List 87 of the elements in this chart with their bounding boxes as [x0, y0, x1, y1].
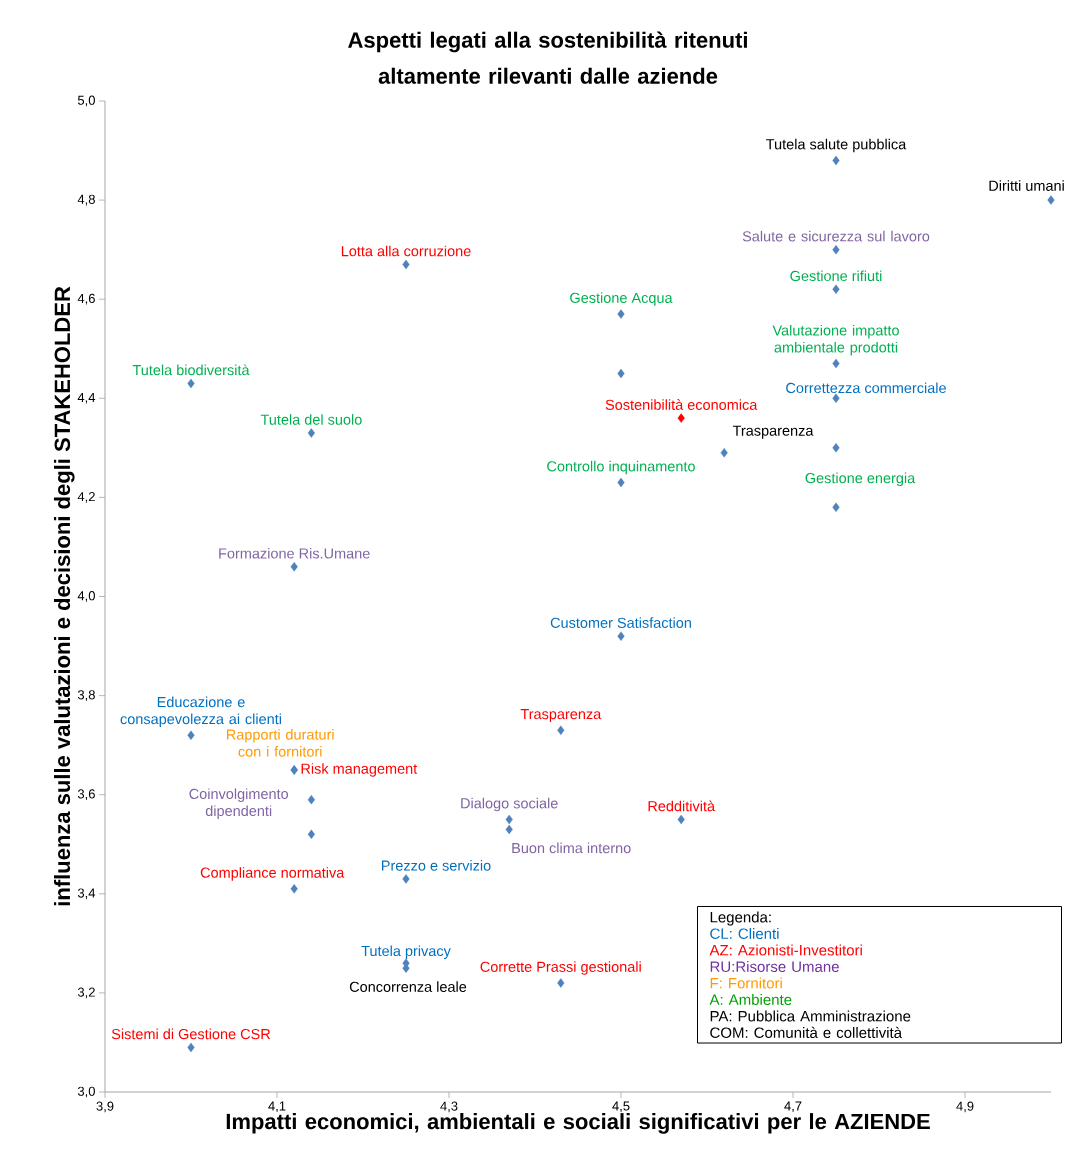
x-tick-label: 4,1 — [268, 1101, 286, 1113]
point — [617, 631, 625, 641]
data-label: Lotta alla corruzione — [341, 245, 471, 257]
data-label: Compliance normativa — [200, 867, 345, 881]
x-axis-title: Impatti economici, ambientali e sociali significativi per le AZIENDE — [226, 1113, 930, 1134]
annotation: COM: Comunità e collettività — [710, 1026, 903, 1039]
annotation: A: Ambiente — [709, 993, 792, 1006]
x-tick-label: 3,9 — [96, 1101, 114, 1113]
point — [505, 824, 513, 835]
y-tick-label: 3,8 — [77, 690, 95, 701]
point — [617, 309, 625, 319]
x-tick-label: 4,9 — [956, 1101, 974, 1113]
point — [1047, 195, 1055, 205]
y-tick-label: 4,6 — [77, 293, 95, 305]
annotation: AZ: Azionisti-Investitori — [709, 944, 862, 956]
y-tick-label: 5,0 — [77, 95, 95, 107]
point — [720, 448, 728, 458]
y-tick-label: 3,2 — [77, 987, 95, 999]
data-label: Customer Satisfaction — [550, 617, 691, 628]
point — [505, 814, 513, 825]
point — [402, 874, 410, 884]
point — [832, 393, 840, 403]
data-label: Sistemi di Gestione CSR — [111, 1028, 271, 1040]
x-tick-label: 4,5 — [612, 1101, 630, 1113]
data-label: Valutazione impatto ambientale prodotti — [772, 324, 899, 356]
point — [307, 829, 315, 840]
chart-title: Aspetti legati alla sostenibilità ritenuti altamente rilevanti dalle aziende — [348, 31, 747, 84]
point — [187, 1042, 195, 1053]
y-tick-label: 3,6 — [77, 789, 95, 801]
point — [187, 378, 195, 389]
data-label: Concorrenza leale — [349, 981, 467, 992]
point — [290, 562, 298, 572]
point — [832, 358, 840, 369]
data-label: Correttezza commerciale — [786, 382, 946, 394]
point — [832, 155, 840, 166]
data-label: Gestione Acqua — [570, 292, 673, 306]
data-label: Coinvolgimento dipendenti — [189, 788, 289, 819]
y-axis-title: influenza sulle valutazioni e decisioni degli STAKEHOLDER — [53, 286, 75, 906]
y-tick-label: 4,4 — [77, 393, 96, 404]
data-label: Redditività — [648, 800, 716, 812]
y-tick-label: 4,0 — [77, 591, 95, 602]
data-label: Tutela salute pubblica — [766, 138, 907, 153]
data-label: Educazione e consapevolezza ai clienti — [120, 696, 281, 728]
data-label: Controllo inquinamento — [547, 460, 695, 475]
data-label: Dialogo sociale — [461, 797, 558, 812]
data-label: Tutela del suolo — [260, 414, 362, 425]
data-label: Rapporti duraturi con i fornitori — [226, 729, 334, 757]
point — [677, 413, 685, 423]
y-tick-label: 4,2 — [77, 492, 95, 503]
annotation: F: Fornitori — [710, 977, 782, 989]
data-label: Diritti umani — [989, 180, 1064, 191]
point — [290, 884, 298, 894]
y-tick-label: 3,4 — [77, 888, 96, 900]
annotation: RU:Risorse Umane — [710, 960, 839, 973]
annotation: PA: Pubblica Amministrazione — [710, 1010, 911, 1022]
data-label: Tutela biodiversità — [132, 364, 250, 376]
x-tick-label: 4,7 — [784, 1101, 802, 1113]
point — [187, 730, 195, 740]
data-label: Risk management — [301, 763, 418, 777]
point — [307, 428, 315, 438]
data-label: Tutela privacy — [361, 945, 451, 959]
data-label: Formazione Ris.Umane — [219, 547, 370, 559]
point — [307, 794, 315, 805]
data-label: Trasparenza — [732, 425, 814, 439]
annotation: Legenda: — [710, 911, 771, 926]
data-label: Prezzo e servizio — [381, 860, 491, 871]
data-label: Corrette Prassi gestionali — [480, 961, 641, 975]
annotation: CL: Clienti — [710, 927, 779, 940]
y-tick-label: 4,8 — [77, 194, 95, 206]
data-label: Salute e sicurezza sul lavoro — [742, 230, 930, 242]
point — [832, 443, 840, 453]
data-label: Buon clima interno — [512, 842, 631, 854]
data-label: Gestione energia — [805, 472, 916, 487]
point — [832, 244, 840, 255]
x-tick-label: 4,3 — [440, 1101, 458, 1113]
data-label: Trasparenza — [520, 709, 602, 723]
y-tick-label: 3,0 — [77, 1086, 95, 1098]
point — [402, 259, 410, 270]
point — [557, 978, 565, 988]
point — [557, 725, 565, 735]
point — [677, 814, 685, 825]
point — [832, 502, 840, 512]
point — [617, 368, 625, 379]
data-label: Sostenibilità economica — [605, 399, 758, 410]
point — [832, 284, 840, 294]
point — [617, 477, 625, 488]
data-label: Gestione rifiuti — [790, 270, 882, 282]
